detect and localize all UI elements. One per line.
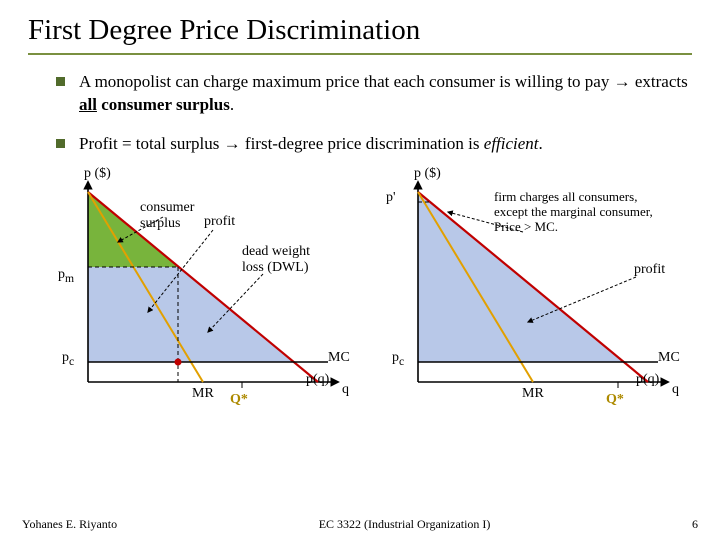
square-bullet-icon (56, 139, 65, 148)
bullet-text: first-degree price discrimination is (241, 134, 484, 153)
square-bullet-icon (56, 77, 65, 86)
label-mr: MR (192, 386, 214, 402)
label-pq: p(q) (306, 372, 329, 388)
right-chart: p ($) p' firm charges all consumers,exce… (378, 172, 688, 422)
axis-label-y: p ($) (84, 166, 111, 182)
label-consumer-surplus: consumersurplus (140, 200, 194, 232)
label-pm: pm (58, 267, 74, 285)
label-qstar: Q* (230, 392, 248, 408)
label-pc: pc (62, 350, 74, 368)
bullet-item: Profit = total surplus → first-degree pr… (56, 133, 692, 156)
label-q: q (342, 382, 349, 398)
bullet-text: Profit = total surplus (79, 134, 224, 153)
label-q-right: q (672, 382, 679, 398)
label-firm-note: firm charges all consumers,except the ma… (494, 190, 653, 235)
bullet-text: . (539, 134, 543, 153)
label-mc-right: MC (658, 350, 680, 366)
label-pprime: p' (386, 190, 396, 206)
bullet-text: extracts (631, 72, 688, 91)
label-pc-right: pc (392, 350, 404, 368)
footer-course: EC 3322 (Industrial Organization I) (319, 517, 491, 532)
bullet-underline: all (79, 95, 97, 114)
footer-page-number: 6 (692, 517, 698, 532)
bullet-bold: consumer surplus (97, 95, 230, 114)
bullet-italic: efficient (484, 134, 539, 153)
label-pq-right: p(q) (636, 372, 659, 388)
axis-label-y: p ($) (414, 166, 441, 182)
bullet-item: A monopolist can charge maximum price th… (56, 71, 692, 117)
bullet-list: A monopolist can charge maximum price th… (28, 71, 692, 156)
page-title: First Degree Price Discrimination (28, 14, 692, 55)
label-qstar-right: Q* (606, 392, 624, 408)
footer-author: Yohanes E. Riyanto (22, 517, 117, 532)
left-chart: p ($) consumersurplus profit dead weight… (48, 172, 358, 422)
arrow-icon: → (224, 134, 241, 153)
label-profit-right: profit (634, 262, 665, 278)
label-mc: MC (328, 350, 350, 366)
label-mr-right: MR (522, 386, 544, 402)
label-dwl: dead weightloss (DWL) (242, 244, 310, 276)
label-profit: profit (204, 214, 235, 230)
bullet-text: A monopolist can charge maximum price th… (79, 72, 614, 91)
bullet-text: . (230, 95, 234, 114)
arrow-icon: → (614, 72, 631, 91)
